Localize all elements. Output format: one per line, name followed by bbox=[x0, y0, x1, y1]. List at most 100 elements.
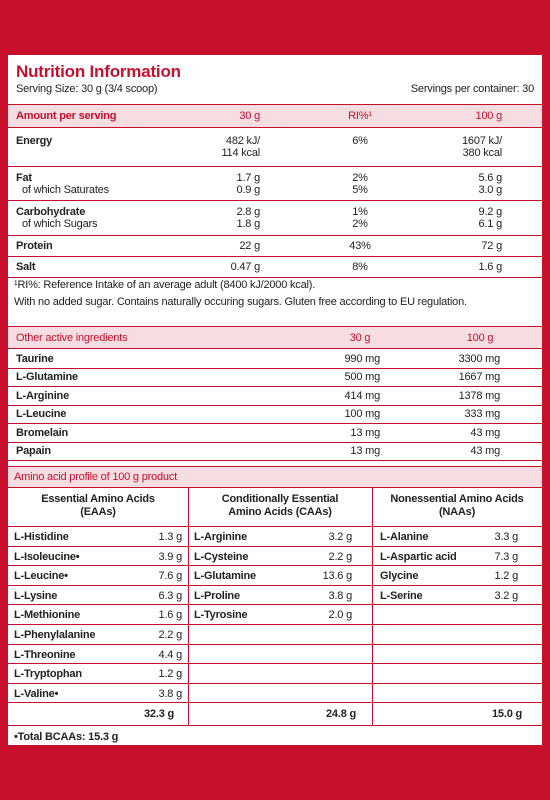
cell-value: 482 kJ/ bbox=[225, 135, 260, 147]
footnote: ¹RI%: Reference Intake of an average adu… bbox=[14, 279, 316, 291]
amino-name: L-Isoleucine• bbox=[14, 550, 80, 563]
amino-value: 13.6 g bbox=[322, 570, 353, 583]
amino-value: 1.2 g bbox=[158, 668, 183, 681]
cell-value: 72 g bbox=[481, 240, 502, 252]
row-label: L-Arginine bbox=[16, 389, 69, 402]
amino-name: L-Histidine bbox=[14, 531, 69, 543]
amino-value: 3.8 g bbox=[158, 687, 183, 700]
row-divider bbox=[8, 423, 542, 424]
amino-value: 6.3 g bbox=[158, 589, 183, 602]
row-divider bbox=[8, 604, 542, 606]
cell-value: 6% bbox=[352, 135, 368, 147]
amino-value: 1.3 g bbox=[158, 531, 183, 543]
group-heading: (EAAs) bbox=[80, 506, 116, 518]
amino-value: 1.2 g bbox=[494, 570, 519, 583]
row-divider bbox=[8, 404, 542, 406]
amino-value: 4.4 g bbox=[158, 648, 183, 661]
group-heading: Conditionally Essential bbox=[221, 493, 339, 505]
row-label: of which Saturates bbox=[22, 183, 109, 196]
header-band bbox=[8, 467, 542, 487]
amino-value: 2.2 g bbox=[158, 629, 183, 641]
title: Nutrition Information bbox=[16, 62, 181, 81]
row-divider bbox=[8, 367, 542, 369]
amino-name: L-Phenylalanine bbox=[14, 629, 96, 641]
amino-name: L-Tryptophan bbox=[14, 668, 82, 681]
cell-value: 1378 mg bbox=[458, 389, 501, 402]
row-divider bbox=[8, 565, 542, 567]
row-divider bbox=[8, 466, 542, 467]
cell-value: 2% bbox=[352, 218, 368, 230]
cell-value: 500 mg bbox=[344, 371, 381, 383]
row-divider bbox=[8, 104, 542, 105]
amino-name: L-Leucine• bbox=[14, 570, 68, 583]
row-divider bbox=[8, 386, 542, 387]
cell-value: 5% bbox=[352, 183, 368, 196]
amino-name: L-Glutamine bbox=[194, 570, 256, 583]
column-divider bbox=[372, 487, 373, 725]
row-divider bbox=[8, 460, 542, 461]
row-divider bbox=[8, 545, 542, 547]
group-heading: Essential Amino Acids bbox=[41, 493, 155, 505]
row-divider bbox=[8, 441, 542, 443]
row-label: Energy bbox=[16, 135, 53, 147]
row-divider bbox=[8, 326, 542, 327]
row-divider bbox=[8, 663, 542, 665]
row-divider bbox=[8, 127, 542, 128]
row-label: L-Leucine bbox=[16, 408, 67, 420]
cell-value: 3.0 g bbox=[478, 183, 503, 196]
row-divider bbox=[8, 584, 542, 586]
row-divider bbox=[8, 348, 542, 349]
amino-value: 3.2 g bbox=[494, 589, 519, 602]
amino-name: L-Serine bbox=[380, 589, 423, 602]
amino-value: 3.9 g bbox=[158, 550, 183, 563]
column-header: 30 g bbox=[239, 110, 260, 122]
cell-value: 6.1 g bbox=[478, 218, 503, 230]
cell-value: 13 mg bbox=[350, 426, 380, 439]
header-band bbox=[8, 105, 542, 127]
row-divider bbox=[8, 725, 542, 726]
row-divider bbox=[8, 643, 542, 645]
cell-value: 2.8 g bbox=[236, 206, 261, 218]
row-divider bbox=[8, 702, 542, 704]
cell-value: 414 mg bbox=[344, 389, 381, 402]
cell-value: 8% bbox=[352, 261, 368, 273]
row-divider bbox=[8, 487, 542, 488]
cell-value: 0.47 g bbox=[230, 261, 261, 273]
row-label: Protein bbox=[16, 240, 53, 252]
column-header: 100 g bbox=[475, 110, 502, 122]
amino-name: L-Aspartic acid bbox=[380, 550, 457, 563]
cell-value: 114 kcal bbox=[221, 147, 260, 159]
row-divider bbox=[8, 624, 542, 625]
cell-value: 333 mg bbox=[464, 408, 501, 420]
cell-value: 1.7 g bbox=[236, 171, 261, 184]
cell-value: 1.6 g bbox=[478, 261, 503, 273]
cell-value: 13 mg bbox=[350, 445, 380, 457]
amino-name: L-Cysteine bbox=[194, 550, 249, 563]
header-band bbox=[8, 327, 542, 348]
amino-value: 2.2 g bbox=[328, 550, 353, 563]
amino-name: L-Threonine bbox=[14, 648, 76, 661]
amino-name: L-Lysine bbox=[14, 589, 58, 602]
amino-value: 7.6 g bbox=[158, 570, 183, 583]
cell-value: 1607 kJ/ bbox=[462, 135, 502, 147]
amino-value: 1.6 g bbox=[158, 609, 183, 622]
group-total: 24.8 g bbox=[326, 708, 356, 721]
group-heading: (NAAs) bbox=[438, 506, 476, 518]
row-divider bbox=[8, 235, 542, 236]
group-heading: Nonessential Amino Acids bbox=[390, 493, 524, 505]
cell-value: 380 kcal bbox=[462, 147, 503, 159]
row-label: Carbohydrate bbox=[16, 206, 86, 218]
panel bbox=[8, 55, 542, 745]
row-divider bbox=[8, 682, 542, 684]
amino-name: Glycine bbox=[380, 570, 419, 583]
amino-value: 3.8 g bbox=[328, 589, 353, 602]
row-divider bbox=[8, 277, 542, 278]
amino-value: 3.2 g bbox=[328, 531, 353, 543]
cell-value: 1.8 g bbox=[236, 218, 261, 230]
row-divider bbox=[8, 526, 542, 527]
column-header: Amount per serving bbox=[16, 110, 117, 122]
cell-value: 2% bbox=[352, 171, 368, 184]
row-label: Fat bbox=[16, 171, 32, 184]
amino-value: 2.0 g bbox=[328, 609, 353, 622]
